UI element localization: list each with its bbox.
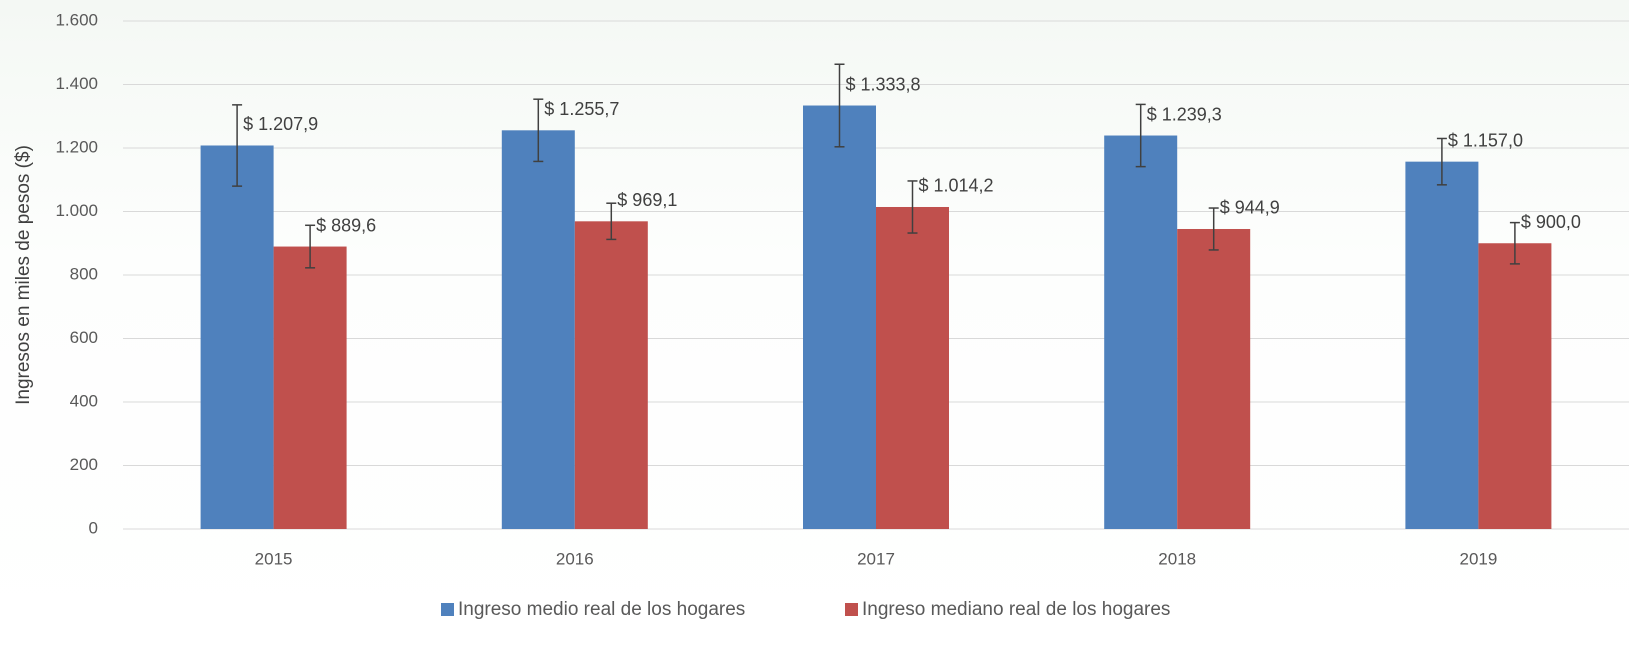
x-tick-label: 2015	[255, 549, 293, 568]
bar	[803, 105, 876, 530]
y-tick-label: 200	[70, 455, 98, 474]
error-bar	[1436, 137, 1447, 186]
bar	[1478, 243, 1552, 529]
data-label: $ 1.239,3	[1147, 104, 1222, 124]
data-label: $ 969,1	[617, 190, 677, 210]
data-label: $ 944,9	[1220, 198, 1280, 218]
legend-label: Ingreso medio real de los hogares	[458, 599, 745, 620]
error-bar	[834, 63, 845, 148]
y-axis-title: Ingresos en miles de pesos ($)	[13, 145, 34, 405]
error-bar	[907, 180, 918, 234]
legend-swatch	[845, 603, 858, 616]
y-tick-label: 400	[70, 391, 98, 410]
legend-label: Ingreso mediano real de los hogares	[862, 599, 1170, 620]
error-bar	[1135, 103, 1146, 168]
bar	[876, 206, 949, 529]
bar	[1177, 228, 1251, 529]
y-tick-label: 1.000	[55, 201, 98, 220]
y-tick-label: 600	[70, 328, 98, 347]
bar	[574, 221, 648, 530]
x-tick-label: 2018	[1158, 549, 1196, 568]
error-bar	[305, 224, 316, 269]
data-label: $ 1.157,0	[1448, 130, 1523, 150]
error-bar	[1509, 221, 1520, 265]
bar	[273, 246, 347, 529]
error-bar	[533, 98, 544, 163]
x-tick-label: 2017	[857, 549, 895, 568]
legend-swatch	[441, 603, 454, 616]
y-tick-label: 1.200	[55, 137, 98, 156]
y-tick-label: 800	[70, 264, 98, 283]
data-label: $ 900,0	[1521, 212, 1581, 232]
error-bar	[1208, 207, 1219, 251]
data-label: $ 889,6	[316, 215, 376, 235]
data-label: $ 1.014,2	[919, 176, 994, 196]
x-tick-label: 2019	[1459, 549, 1497, 568]
y-tick-label: 1.600	[55, 10, 98, 29]
bar	[1405, 161, 1479, 529]
error-bar	[232, 104, 243, 187]
data-label: $ 1.255,7	[544, 99, 619, 119]
data-label: $ 1.333,8	[846, 74, 921, 94]
bar	[501, 130, 575, 529]
bar	[200, 145, 274, 529]
x-tick-label: 2016	[556, 549, 594, 568]
y-tick-label: 0	[89, 518, 98, 537]
data-label: $ 1.207,9	[243, 114, 318, 134]
bar	[1104, 135, 1178, 529]
y-tick-label: 1.400	[55, 74, 98, 93]
error-bar	[606, 202, 617, 241]
